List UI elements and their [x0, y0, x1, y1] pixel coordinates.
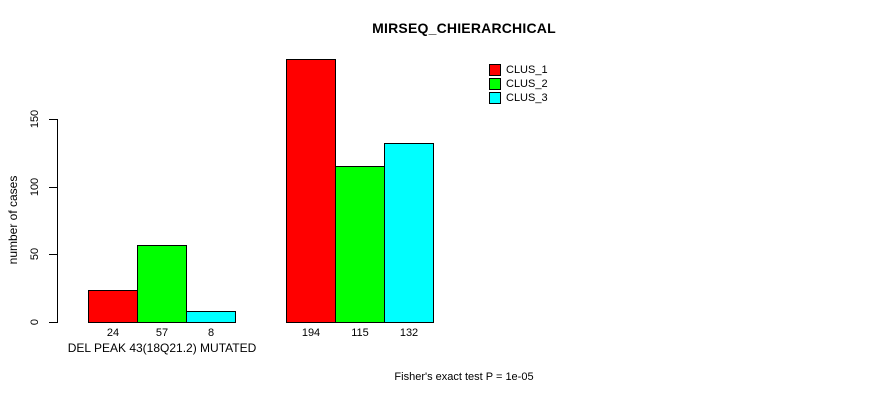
- y-tick: [49, 254, 57, 255]
- bar-clus_1-group2: [286, 59, 336, 323]
- y-axis-label: number of cases: [6, 175, 20, 265]
- legend-label: CLUS_2: [506, 78, 548, 90]
- y-tick: [49, 322, 57, 323]
- legend-item-clus_2: CLUS_2: [489, 77, 548, 91]
- legend-swatch-clus_1: [489, 64, 501, 76]
- bar-value-label: 194: [301, 327, 321, 339]
- legend-label: CLUS_1: [506, 64, 548, 76]
- y-tick-label: 100: [29, 177, 41, 197]
- y-tick-label: 150: [29, 109, 41, 129]
- legend-swatch-clus_2: [489, 78, 501, 90]
- y-tick-label: 0: [29, 318, 41, 326]
- bar-clus_3-group1: [186, 311, 236, 323]
- bar-clus_3-group2: [384, 143, 434, 323]
- bar-value-label: 24: [106, 327, 120, 339]
- x-axis-label: DEL PEAK 43(18Q21.2) MUTATED: [67, 341, 257, 355]
- legend-item-clus_1: CLUS_1: [489, 63, 548, 77]
- footnote: Fisher's exact test P = 1e-05: [394, 371, 534, 383]
- y-axis-line: [57, 119, 58, 323]
- y-tick: [49, 187, 57, 188]
- chart-title: MIRSEQ_CHIERARCHICAL: [372, 20, 556, 36]
- y-tick-label: 50: [29, 247, 41, 261]
- y-tick: [49, 119, 57, 120]
- bar-value-label: 115: [351, 327, 369, 339]
- legend-item-clus_3: CLUS_3: [489, 91, 548, 105]
- bar-clus_2-group1: [137, 245, 187, 323]
- bar-value-label: 132: [399, 327, 419, 339]
- legend: CLUS_1 CLUS_2 CLUS_3: [489, 63, 548, 105]
- bar-value-label: 8: [207, 327, 215, 339]
- legend-label: CLUS_3: [506, 92, 548, 104]
- bar-value-label: 57: [155, 327, 169, 339]
- bar-clus_2-group2: [335, 166, 385, 323]
- bar-clus_1-group1: [88, 290, 138, 323]
- legend-swatch-clus_3: [489, 92, 501, 104]
